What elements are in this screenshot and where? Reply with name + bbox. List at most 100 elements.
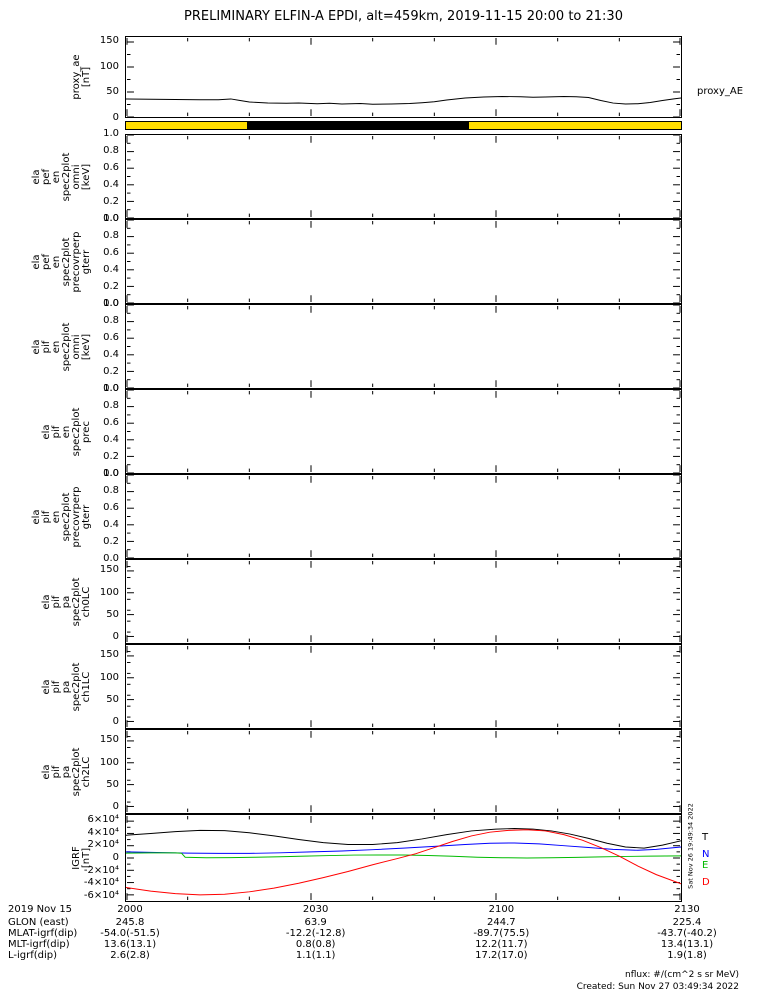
panel-canvas-ela-pif-en-spec2plot-prec	[126, 390, 681, 473]
right-label-proxy-ae: proxy_AE	[697, 85, 744, 97]
ytick-label-igrf: 0	[112, 852, 119, 863]
bottom-row-label-2: MLAT-igrf(dip)	[8, 928, 78, 939]
ytick-label-ela-pif-en-spec2plot-precovrperp-gterr: 0.8	[103, 485, 119, 496]
panel-canvas-ela-pif-pa-spec2plot-ch1LC	[126, 645, 681, 728]
y-axis-label-ela-pif-pa-spec2plot-ch1LC: ela pif pa spec2plot ch1LC	[41, 662, 92, 711]
ytick-label-ela-pif-en-spec2plot-prec: 0.0	[103, 468, 119, 479]
legend-label-E: E	[702, 859, 709, 871]
panel-ela-pef-en-spec2plot-precovrperp-gterr	[125, 219, 682, 304]
ytick-label-ela-pif-en-spec2plot-omni: 0.6	[103, 332, 119, 343]
ytick-label-ela-pef-en-spec2plot-omni: 0.4	[103, 179, 119, 190]
ytick-label-ela-pef-en-spec2plot-omni: 0.2	[103, 196, 119, 207]
ytick-label-ela-pif-en-spec2plot-omni: 0.0	[103, 383, 119, 394]
ytick-label-ela-pif-pa-spec2plot-ch0LC: 50	[106, 608, 119, 620]
ytick-label-ela-pef-en-spec2plot-precovrperp-gterr: 0.6	[103, 247, 119, 258]
ytick-label-ela-pif-en-spec2plot-prec: 0.6	[103, 417, 119, 428]
ytick-label-ela-pif-pa-spec2plot-ch1LC: 100	[99, 671, 119, 683]
y-axis-label-proxy-ae: proxy_ae [nT]	[71, 54, 92, 100]
y-axis-label-ela-pif-pa-spec2plot-ch0LC: ela pif pa spec2plot ch0LC	[41, 577, 92, 626]
ytick-label-ela-pef-en-spec2plot-precovrperp-gterr: 0.4	[103, 264, 119, 275]
ytick-label-ela-pif-en-spec2plot-omni: 0.2	[103, 366, 119, 377]
bottom-row-4-value-2: 17.2(17.0)	[475, 950, 528, 961]
ytick-label-ela-pef-en-spec2plot-precovrperp-gterr: 0.8	[103, 230, 119, 241]
ytick-label-ela-pif-en-spec2plot-precovrperp-gterr: 0.2	[103, 536, 119, 547]
panel-canvas-ela-pif-en-spec2plot-omni	[126, 305, 681, 388]
bottom-row-1-value-2: 244.7	[487, 917, 516, 928]
ytick-label-ela-pif-pa-spec2plot-ch2LC: 50	[106, 778, 119, 790]
ytick-label-proxy-ae: 0	[112, 112, 119, 123]
bottom-row-1-value-1: 63.9	[304, 917, 327, 928]
y-axis-label-ela-pif-en-spec2plot-prec: ela pif en spec2plot prec	[41, 407, 92, 456]
panel-canvas-igrf	[126, 815, 681, 901]
panel-ela-pif-pa-spec2plot-ch2LC	[125, 729, 682, 814]
bottom-row-label-4: L-igrf(dip)	[8, 950, 58, 961]
bottom-row-0-value-2: 2100	[488, 904, 515, 915]
ytick-label-ela-pif-pa-spec2plot-ch2LC: 100	[99, 756, 119, 768]
ytick-label-ela-pif-pa-spec2plot-ch1LC: 0	[112, 716, 119, 728]
ytick-label-ela-pef-en-spec2plot-omni: 0.6	[103, 162, 119, 173]
ytick-label-ela-pif-pa-spec2plot-ch1LC: 50	[106, 693, 119, 705]
side-timestamp: Sat Nov 26 19:49:34 2022	[686, 803, 695, 889]
plot-title: PRELIMINARY ELFIN-A EPDI, alt=459km, 201…	[184, 9, 623, 24]
series-line-T	[126, 827, 681, 849]
ytick-label-ela-pif-pa-spec2plot-ch0LC: 150	[99, 564, 119, 576]
panel-ela-pef-en-spec2plot-omni	[125, 134, 682, 219]
bottom-row-4-value-0: 2.6(2.8)	[110, 950, 150, 961]
ytick-label-proxy-ae: 150	[99, 35, 119, 47]
bottom-row-2-value-0: -54.0(-51.5)	[100, 928, 160, 939]
ytick-label-proxy-ae: 50	[106, 86, 119, 98]
bottom-row-1-value-0: 245.8	[115, 917, 145, 928]
sunlight-bar	[125, 121, 682, 130]
bottom-row-3-value-3: 13.4(13.1)	[660, 939, 714, 950]
bottom-row-0-value-0: 2000	[117, 904, 143, 915]
bottom-row-label-1: GLON (east)	[8, 917, 69, 928]
ytick-label-ela-pif-pa-spec2plot-ch1LC: 150	[99, 649, 119, 661]
ytick-label-ela-pif-en-spec2plot-omni: 1.0	[103, 298, 119, 309]
panel-canvas-ela-pef-en-spec2plot-precovrperp-gterr	[126, 220, 681, 303]
ytick-label-ela-pef-en-spec2plot-omni: 0.0	[103, 213, 119, 224]
shadow-segment	[246, 122, 470, 129]
created-timestamp: Created: Sun Nov 27 03:49:34 2022	[576, 982, 739, 992]
ytick-label-igrf: 6×10⁴	[87, 814, 119, 826]
ytick-label-ela-pef-en-spec2plot-omni: 0.8	[103, 145, 119, 156]
ytick-label-ela-pif-pa-spec2plot-ch0LC: 0	[112, 631, 119, 643]
bottom-row-3-value-1: 0.8(0.8)	[295, 939, 336, 950]
ytick-label-igrf: 4×10⁴	[87, 826, 119, 838]
bottom-row-4-value-1: 1.1(1.1)	[295, 950, 336, 961]
ytick-label-ela-pif-en-spec2plot-prec: 1.0	[103, 383, 119, 394]
y-axis-label-ela-pif-pa-spec2plot-ch2LC: ela pif pa spec2plot ch2LC	[41, 747, 92, 796]
legend-label-N: N	[702, 849, 710, 861]
series-line-E	[126, 852, 681, 859]
legend-label-T: T	[702, 831, 709, 843]
ytick-label-ela-pif-pa-spec2plot-ch2LC: 0	[112, 801, 119, 813]
y-axis-label-ela-pef-en-spec2plot-precovrperp-gterr: ela pef en spec2plot precovrperp gterr	[31, 231, 92, 292]
bottom-row-0-value-1: 2030	[302, 904, 329, 915]
series-line-D	[126, 829, 681, 896]
bottom-row-1-value-3: 225.4	[672, 917, 702, 928]
ytick-label-ela-pef-en-spec2plot-precovrperp-gterr: 1.0	[103, 213, 119, 224]
panel-canvas-ela-pif-pa-spec2plot-ch0LC	[126, 560, 681, 643]
ytick-label-ela-pif-pa-spec2plot-ch2LC: 150	[99, 734, 119, 746]
bottom-row-label-0: 2019 Nov 15	[8, 904, 73, 915]
panel-canvas-ela-pif-en-spec2plot-precovrperp-gterr	[126, 475, 681, 558]
legend-label-D: D	[702, 877, 710, 889]
ytick-label-igrf: -6×10⁴	[83, 889, 119, 901]
bottom-row-4-value-3: 1.9(1.8)	[667, 950, 707, 961]
y-axis-label-ela-pef-en-spec2plot-omni: ela pef en spec2plot omni [keV]	[31, 152, 92, 201]
series-line-N	[126, 842, 681, 854]
bottom-row-3-value-0: 13.6(13.1)	[103, 939, 157, 950]
ytick-label-ela-pif-en-spec2plot-omni: 0.4	[103, 349, 119, 360]
ytick-label-ela-pif-en-spec2plot-precovrperp-gterr: 0.4	[103, 519, 119, 530]
ytick-label-ela-pef-en-spec2plot-precovrperp-gterr: 0.2	[103, 281, 119, 292]
ytick-label-ela-pif-pa-spec2plot-ch0LC: 100	[99, 586, 119, 598]
ytick-label-igrf: -4×10⁴	[83, 877, 119, 889]
series-line-proxy_AE	[126, 96, 681, 105]
ytick-label-igrf: 2×10⁴	[87, 839, 119, 851]
y-axis-label-igrf: IGRF [nT]	[71, 846, 92, 870]
bottom-row-0-value-3: 2130	[674, 904, 700, 915]
panel-ela-pif-pa-spec2plot-ch1LC	[125, 644, 682, 729]
ytick-label-ela-pif-en-spec2plot-precovrperp-gterr: 0.0	[103, 553, 119, 564]
panel-ela-pif-en-spec2plot-omni	[125, 304, 682, 389]
ytick-label-ela-pif-en-spec2plot-prec: 0.2	[103, 451, 119, 462]
